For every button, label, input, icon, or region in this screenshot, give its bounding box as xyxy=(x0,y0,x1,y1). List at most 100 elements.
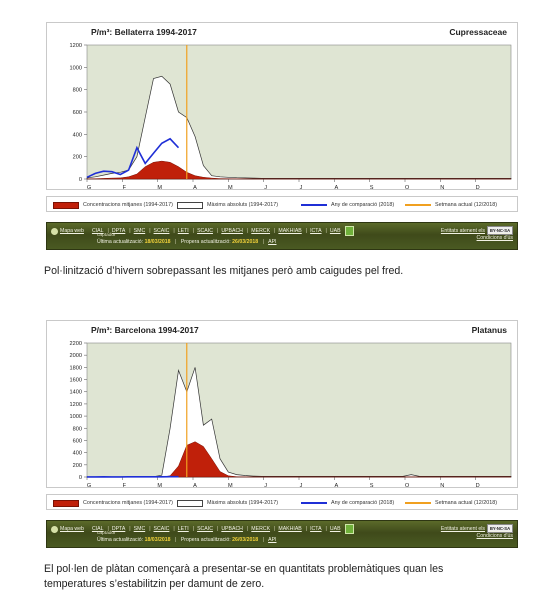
entities-link[interactable]: Entitats atenent els BY-NC-SA xyxy=(441,524,513,533)
chart-plot-2: 0 200 400 600 800 1000 1200 1400 1600 1800 2000 220… xyxy=(70,341,512,487)
footer-link-dpta[interactable]: DPTA xyxy=(111,228,126,234)
rss-icon[interactable] xyxy=(344,226,354,236)
x-tick-label: J xyxy=(264,185,267,189)
legend-comparison: Any de comparació (2018) xyxy=(301,498,394,508)
y-tick-label: 1000 xyxy=(70,65,82,71)
map-link[interactable]: Mapa web xyxy=(51,525,84,533)
chart-legend-2: Concentracions mitjanes (1994-2017) Màxi… xyxy=(46,494,518,510)
legend-max-swatch xyxy=(177,499,203,507)
x-tick-label: O xyxy=(405,483,410,487)
y-tick-label: 400 xyxy=(73,132,82,138)
footer-link-scaic-2[interactable]: SCAIC xyxy=(197,526,213,532)
x-tick-label: M xyxy=(157,185,162,189)
x-tick-label: G xyxy=(87,483,91,487)
x-tick-label: J xyxy=(300,483,303,487)
legend-current-swatch xyxy=(405,204,431,206)
series-max-area xyxy=(86,75,512,180)
y-tick-label: 2000 xyxy=(70,353,82,359)
x-tick-label: S xyxy=(370,185,374,189)
rss-icon[interactable] xyxy=(344,524,354,534)
x-tick-label: G xyxy=(87,185,91,189)
x-tick-label: A xyxy=(334,185,338,189)
footer-link-leti[interactable]: LETI xyxy=(177,228,189,234)
footer-link-icta[interactable]: ICTA xyxy=(310,228,322,234)
legend-max: Màxims absoluts (1994-2017) xyxy=(177,498,278,508)
legend-max-label: Màxims absoluts (1994-2017) xyxy=(207,500,279,506)
footer-link-icta[interactable]: ICTA xyxy=(310,526,322,532)
footer-link-smc[interactable]: SMC xyxy=(133,228,146,234)
map-link[interactable]: Mapa web xyxy=(51,227,84,235)
y-tick-label: 800 xyxy=(73,426,82,432)
legend-comparison-label: Any de comparació (2018) xyxy=(331,500,395,506)
footer-link-dpta[interactable]: DPTA xyxy=(111,526,126,532)
entities-link[interactable]: Entitats atenent els BY-NC-SA xyxy=(441,226,513,235)
legend-current: Setmana actual (12/2018) xyxy=(405,498,497,508)
footer-link-smc[interactable]: SMC xyxy=(133,526,146,532)
series-mean-area xyxy=(86,160,512,180)
footer-link-makhiab[interactable]: MAKHIAB xyxy=(278,526,302,532)
conditions-link[interactable]: Condicions d'ús xyxy=(476,533,513,539)
api-link[interactable]: API xyxy=(268,537,277,543)
caption-1: Pol·linització d’hivern sobrepassant les… xyxy=(44,265,404,277)
y-tick-label: 400 xyxy=(73,451,82,457)
legend-mean-label: Concentracions mitjanes (1994-2017) xyxy=(83,202,173,208)
legend-mean: Concentracions mitjanes (1994-2017) xyxy=(53,200,173,210)
chart-frame-2: P/m³: Barcelona 1994-2017 Platanus 0 200 4… xyxy=(46,320,518,488)
globe-icon xyxy=(51,525,58,533)
footer-link-makhiab[interactable]: MAKHIAB xyxy=(278,228,302,234)
legend-mean: Concentracions mitjanes (1994-2017) xyxy=(53,498,173,508)
footer-bar-1: Mapa web CIAL | DPTA | SMC | SCAIC | LETI | S… xyxy=(46,222,518,250)
cc-license-icon[interactable]: BY-NC-SA xyxy=(487,524,513,533)
legend-comparison-swatch xyxy=(301,502,327,504)
chart-title: P/m³: Barcelona 1994-2017 xyxy=(91,325,199,335)
x-tick-label: D xyxy=(476,185,480,189)
y-tick-label: 1600 xyxy=(70,378,82,384)
chart-plot-1: 0 200 400 600 800 1000 1200 G F M A M J J A S O N D xyxy=(70,43,512,189)
footer-link-upbach[interactable]: UPBACH xyxy=(221,228,243,234)
y-tick-label: 1400 xyxy=(70,390,82,396)
y-tick-label: 800 xyxy=(73,88,82,94)
legend-max-label: Màxims absoluts (1994-2017) xyxy=(207,202,279,208)
y-tick-label: 200 xyxy=(73,463,82,469)
update-info: Última actualització: 18/03/2018 | Prope… xyxy=(97,239,277,245)
x-tick-label: M xyxy=(228,185,233,189)
conditions-link[interactable]: Condicions d'ús xyxy=(476,235,513,241)
legend-mean-label: Concentracions mitjanes (1994-2017) xyxy=(83,500,173,506)
x-tick-label: J xyxy=(264,483,267,487)
x-tick-label: A xyxy=(334,483,338,487)
x-tick-label: M xyxy=(228,483,233,487)
api-link[interactable]: API xyxy=(268,239,277,245)
footer-link-scaic-2[interactable]: SCAIC xyxy=(197,228,213,234)
footer-link-cial[interactable]: CIAL xyxy=(91,228,104,234)
footer-link-scaic[interactable]: SCAIC xyxy=(153,228,170,234)
footer-link-uab[interactable]: UAB xyxy=(329,228,341,234)
footer-link-cial[interactable]: CIAL xyxy=(91,526,104,532)
update-info: Última actualització: 18/03/2018 | Prope… xyxy=(97,537,277,543)
x-tick-label: J xyxy=(300,185,303,189)
legend-comparison: Any de comparació (2018) xyxy=(301,200,394,210)
captador-label: captador xyxy=(97,233,116,238)
x-tick-label: N xyxy=(440,185,444,189)
y-tick-label: 200 xyxy=(73,155,82,161)
chart-species: Platanus xyxy=(471,325,507,335)
x-tick-label: M xyxy=(157,483,162,487)
cc-license-icon[interactable]: BY-NC-SA xyxy=(487,226,513,235)
x-tick-label: N xyxy=(440,483,444,487)
plot-area xyxy=(86,342,512,478)
footer-link-leti[interactable]: LETI xyxy=(177,526,189,532)
footer-link-uab[interactable]: UAB xyxy=(329,526,341,532)
legend-comparison-swatch xyxy=(301,204,327,206)
x-tick-label: F xyxy=(123,483,127,487)
legend-max: Màxims absoluts (1994-2017) xyxy=(177,200,278,210)
footer-link-scaic[interactable]: SCAIC xyxy=(153,526,170,532)
x-tick-label: D xyxy=(476,483,480,487)
footer-link-upbach[interactable]: UPBACH xyxy=(221,526,243,532)
y-tick-label: 1200 xyxy=(70,43,82,49)
caption-2: El pol·len de plàtan començarà a present… xyxy=(44,563,444,590)
legend-comparison-label: Any de comparació (2018) xyxy=(331,202,395,208)
footer-link-merck[interactable]: MERCK xyxy=(251,228,271,234)
footer-link-merck[interactable]: MERCK xyxy=(251,526,271,532)
next-update-date: 26/03/2018 xyxy=(232,537,259,543)
x-tick-label: A xyxy=(193,483,197,487)
y-tick-label: 0 xyxy=(79,475,82,481)
